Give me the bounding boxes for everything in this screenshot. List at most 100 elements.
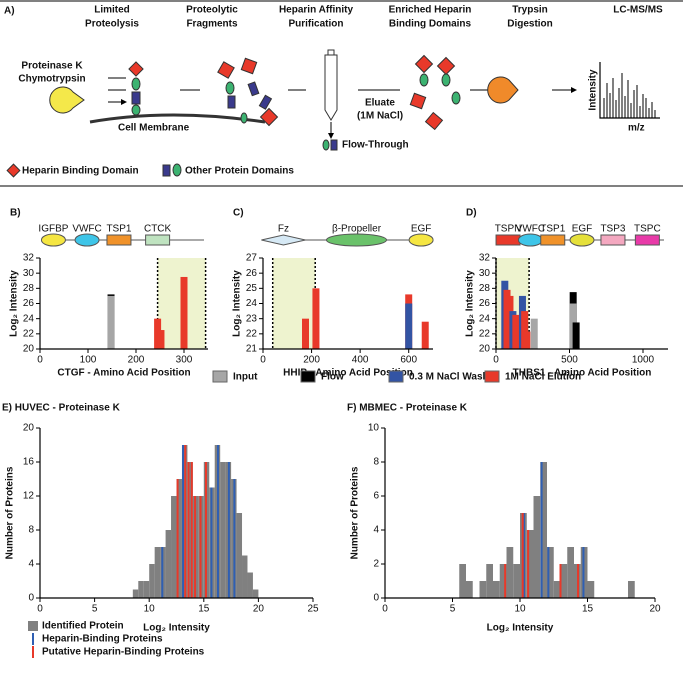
legend-swatch xyxy=(162,164,171,177)
label: E) HUVEC - Proteinase K xyxy=(2,403,121,414)
hist-bar xyxy=(628,581,635,598)
label: m/z xyxy=(628,123,645,134)
label: TSPC xyxy=(634,224,661,235)
domain xyxy=(74,233,100,247)
hist-bar xyxy=(143,581,150,598)
bar xyxy=(421,321,429,349)
bar xyxy=(523,331,531,349)
hist-bar xyxy=(486,564,493,598)
hist-bar xyxy=(154,547,161,598)
hist-bar xyxy=(165,530,172,598)
hist-bar xyxy=(187,462,193,598)
hist-bar xyxy=(247,572,253,598)
label: 24 xyxy=(246,298,258,309)
domain xyxy=(569,233,595,247)
label: 1M NaCl Elution xyxy=(505,372,581,383)
label: 20 xyxy=(479,344,491,355)
bar xyxy=(157,330,165,349)
label: 30 xyxy=(23,268,35,279)
label: 4 xyxy=(373,525,379,536)
hist-bar xyxy=(479,581,487,598)
domain-icon xyxy=(131,77,141,91)
hist-bar xyxy=(587,581,595,598)
hist-bar xyxy=(220,462,226,598)
label: 22 xyxy=(23,328,35,339)
label: TSP3 xyxy=(600,224,625,235)
label: 8 xyxy=(28,525,34,536)
domain xyxy=(106,234,132,246)
hist-bar xyxy=(236,513,243,598)
domain xyxy=(145,234,171,246)
legend-swatch xyxy=(388,370,404,383)
legend-swatch xyxy=(484,370,500,383)
label: 500 xyxy=(561,355,578,366)
hist-bar xyxy=(171,496,177,598)
label: 20 xyxy=(23,344,35,355)
label: Heparin Binding Domain xyxy=(22,166,139,177)
legend-swatch xyxy=(300,370,316,383)
label: C) xyxy=(233,208,244,219)
label: 10 xyxy=(514,604,526,615)
label: Eluate xyxy=(365,98,395,109)
label: 15 xyxy=(582,604,594,615)
legend-swatch xyxy=(6,163,21,178)
label: 30 xyxy=(479,268,491,279)
label: HHIP - Amino Acid Position xyxy=(283,368,413,379)
domain xyxy=(495,234,521,246)
label: TSP1 xyxy=(540,224,565,235)
hist-bar xyxy=(526,530,534,598)
label: Purification xyxy=(288,19,343,30)
bar xyxy=(312,288,320,349)
label: Limited xyxy=(94,5,130,16)
bar xyxy=(405,303,413,349)
label: 26 xyxy=(246,268,258,279)
label: Putative Heparin-Binding Proteins xyxy=(42,647,205,658)
label: D) xyxy=(466,208,477,219)
enzyme-icon xyxy=(49,86,85,114)
label: Identified Protein xyxy=(42,621,124,632)
label: 0 xyxy=(260,355,266,366)
label: 20 xyxy=(649,604,661,615)
label: 20 xyxy=(253,604,265,615)
label: 28 xyxy=(479,283,491,294)
hist-bar xyxy=(513,564,520,598)
spectrum-axes xyxy=(599,62,660,119)
label: Chymotrypsin xyxy=(18,74,85,85)
label: Log₂ Intensity xyxy=(9,270,20,337)
arrow xyxy=(108,77,126,102)
label: 0 xyxy=(28,593,34,604)
label: Proteolytic xyxy=(186,5,238,16)
bar xyxy=(180,276,188,349)
label: CTCK xyxy=(144,224,172,235)
label: Log₂ Intensity xyxy=(143,623,210,634)
label: Enriched Heparin xyxy=(389,5,472,16)
bar xyxy=(521,311,529,349)
label: 24 xyxy=(479,313,491,324)
hist-bar xyxy=(567,547,574,598)
label: THBS1 - Amino Acid Position xyxy=(513,368,652,379)
label: A) xyxy=(4,6,15,17)
label: 10 xyxy=(144,604,156,615)
label: 0 xyxy=(37,355,43,366)
label: VWFC xyxy=(72,224,101,235)
label: CTGF - Amino Acid Position xyxy=(57,368,190,379)
domain xyxy=(408,233,434,247)
label: 16 xyxy=(23,457,35,468)
label: Input xyxy=(233,372,258,383)
label: Heparin Affinity xyxy=(279,5,354,16)
domain-icon xyxy=(330,139,338,151)
label: 6 xyxy=(373,491,379,502)
label: Number of Proteins xyxy=(350,466,361,559)
label: 27 xyxy=(246,253,258,264)
label: Log₂ Intensity xyxy=(232,270,243,337)
label: 600 xyxy=(400,355,417,366)
bar xyxy=(530,318,538,349)
label: Intensity xyxy=(588,69,599,111)
label: Log₂ Intensity xyxy=(487,623,554,634)
label: 32 xyxy=(23,253,35,264)
label: EGF xyxy=(572,224,593,235)
label: 0 xyxy=(37,604,43,615)
label: F) MBMEC - Proteinase K xyxy=(347,403,468,414)
hist-bar xyxy=(499,564,507,598)
